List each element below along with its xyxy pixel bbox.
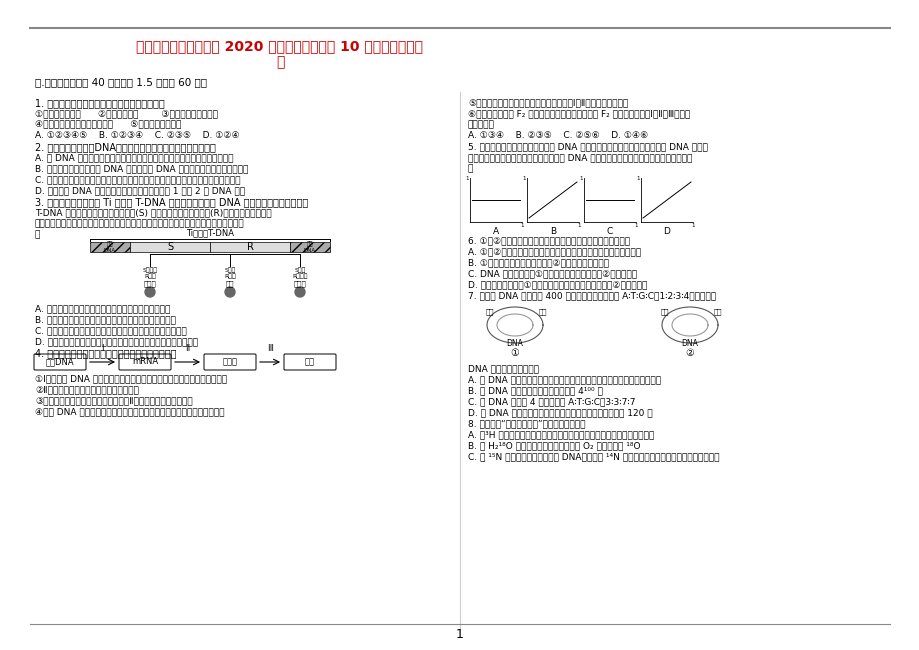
Text: ①: ① xyxy=(510,348,519,358)
Text: 植物
DNA: 植物 DNA xyxy=(104,241,116,253)
Bar xyxy=(210,242,289,252)
Text: C: C xyxy=(607,227,612,236)
Text: Ti质粒的T-DNA: Ti质粒的T-DNA xyxy=(186,228,233,237)
Text: DNA: DNA xyxy=(506,339,523,348)
Text: 8. 以下关于“同位素标记法”的说法，正确的是: 8. 以下关于“同位素标记法”的说法，正确的是 xyxy=(468,419,584,428)
Text: 题: 题 xyxy=(276,55,284,69)
Text: B. 用 H₂¹⁸O 浇灌植物一段时间后，可在 O₂ 中可检测到 ¹⁸O: B. 用 H₂¹⁸O 浇灌植物一段时间后，可在 O₂ 中可检测到 ¹⁸O xyxy=(468,441,640,450)
Text: 起点: 起点 xyxy=(539,309,547,315)
Text: 1: 1 xyxy=(579,176,583,181)
Text: B. 消除肿瘤组织中的土壤农杆菌后，肿瘤不再生长与分化: B. 消除肿瘤组织中的土壤农杆菌后，肿瘤不再生长与分化 xyxy=(35,315,176,324)
Text: T-DNA 中含有植物生长素合成酶基因(S) 和细胞分裂素合成酶基因(R)，它们的表达与否能: T-DNA 中含有植物生长素合成酶基因(S) 和细胞分裂素合成酶基因(R)，它们… xyxy=(35,208,271,217)
Text: Ⅱ: Ⅱ xyxy=(185,344,189,353)
FancyBboxPatch shape xyxy=(284,354,335,370)
FancyBboxPatch shape xyxy=(119,354,171,370)
Text: 1: 1 xyxy=(519,223,523,228)
Circle shape xyxy=(295,287,305,297)
Text: A: A xyxy=(493,227,498,236)
Text: 起点: 起点 xyxy=(713,309,721,315)
Text: S表达
R不表达: S表达 R不表达 xyxy=(292,267,308,279)
FancyBboxPatch shape xyxy=(34,354,85,370)
Text: DNA: DNA xyxy=(681,339,698,348)
Text: 性状: 性状 xyxy=(305,358,314,367)
Bar xyxy=(130,242,210,252)
Text: ③豌豆的圆粒和皱粒出现的根本原因是Ⅱ过程中合成的蛋白质不同: ③豌豆的圆粒和皱粒出现的根本原因是Ⅱ过程中合成的蛋白质不同 xyxy=(35,396,192,405)
Text: D: D xyxy=(663,227,670,236)
Text: 植物
DNA: 植物 DNA xyxy=(303,241,316,253)
Text: 生芽癌: 生芽癌 xyxy=(143,280,156,287)
Text: R: R xyxy=(246,242,253,252)
Text: 7. 某双链 DNA 分子含有 400 个碱基，其中一条链上 A∶T∶G∶C＝1∶2∶3∶4，则有关该: 7. 某双链 DNA 分子含有 400 个碱基，其中一条链上 A∶T∶G∶C＝1… xyxy=(468,291,715,300)
Text: C. 用 ¹⁵N 标记某精原细胞的全部 DNA，放入含 ¹⁴N 的培养液中让其完成一次减数分裂，则形: C. 用 ¹⁵N 标记某精原细胞的全部 DNA，放入含 ¹⁴N 的培养液中让其完… xyxy=(468,452,719,461)
Text: D. 染色体是 DNA 的主要载体，一条染色体上含有 1 个或 2 个 DNA 分子: D. 染色体是 DNA 的主要载体，一条染色体上含有 1 个或 2 个 DNA … xyxy=(35,186,244,195)
Text: 一.单项选择题（共 40 题，每题 1.5 分，共 60 分）: 一.单项选择题（共 40 题，每题 1.5 分，共 60 分） xyxy=(35,77,207,87)
Text: ④某段 DNA 中的基因发生突变一定会导致该基因所在种群基因频率的改变: ④某段 DNA 中的基因发生突变一定会导致该基因所在种群基因频率的改变 xyxy=(35,407,224,416)
Text: ①基因的选择表达      ②丙酮酸的分解        ③同源染色体联会配对: ①基因的选择表达 ②丙酮酸的分解 ③同源染色体联会配对 xyxy=(35,109,218,118)
Circle shape xyxy=(145,287,154,297)
Text: Ⅲ: Ⅲ xyxy=(267,344,273,353)
Bar xyxy=(289,242,330,252)
FancyBboxPatch shape xyxy=(204,354,255,370)
Text: 蛋白质: 蛋白质 xyxy=(222,358,237,367)
Text: A. 在 DNA 分子结构中，与脱氧核糖直接相连的一般是一个磷酸基和一个碱基: A. 在 DNA 分子结构中，与脱氧核糖直接相连的一般是一个磷酸基和一个碱基 xyxy=(35,153,233,162)
Text: 某段DNA: 某段DNA xyxy=(46,358,74,367)
Text: C. 图中肿瘤组织可在不含细胞分裂素与生长素的培养基中生长: C. 图中肿瘤组织可在不含细胞分裂素与生长素的培养基中生长 xyxy=(35,326,187,335)
Text: B: B xyxy=(550,227,555,236)
Text: A. ①、②所示过程通过半保留方式进行，合成的产物是双链核酸分子: A. ①、②所示过程通过半保留方式进行，合成的产物是双链核酸分子 xyxy=(468,247,641,256)
Text: C. 该 DNA 分子中 4 种含氮碱基 A∶T∶G∶C＝3∶3∶7∶7: C. 该 DNA 分子中 4 种含氮碱基 A∶T∶G∶C＝3∶3∶7∶7 xyxy=(468,397,635,406)
Text: S表达
R表达: S表达 R表达 xyxy=(224,267,235,279)
Text: S不表达
R表达: S不表达 R表达 xyxy=(142,267,157,279)
Text: 1. 大豆种子萌发过程，会发生下列生理活动中的: 1. 大豆种子萌发过程，会发生下列生理活动中的 xyxy=(35,98,165,108)
Text: D. 一个细胞周期中，①所示过程在每个起点只起始一次，②可起始多次: D. 一个细胞周期中，①所示过程在每个起点只起始一次，②可起始多次 xyxy=(468,280,647,289)
Text: B. 基因是具有遗传效应的 DNA 片段，一个 DNA 分子上可含有成百上千个基因: B. 基因是具有遗传效应的 DNA 片段，一个 DNA 分子上可含有成百上千个基… xyxy=(35,164,248,173)
Text: ④蛋白质的水解和氨基酸的缩合      ⑤氧气的产生与消耗: ④蛋白质的水解和氨基酸的缩合 ⑤氧气的产生与消耗 xyxy=(35,120,181,129)
Text: 影响相应植物激素的含量，进而调节肿瘤组织的生长与分化，据图分析，下列叙述错误的: 影响相应植物激素的含量，进而调节肿瘤组织的生长与分化，据图分析，下列叙述错误的 xyxy=(35,219,244,228)
Text: S: S xyxy=(166,242,173,252)
Text: 是: 是 xyxy=(468,164,473,173)
Text: 5. 某研究小组测定了多个不同双链 DNA 分子的碱基组成，据测定结果绘制了 DNA 分子的: 5. 某研究小组测定了多个不同双链 DNA 分子的碱基组成，据测定结果绘制了 D… xyxy=(468,142,707,151)
Text: ①Ⅰ过程需要 DNA 链作模板，四种核糖核苷酸为原料，葡萄糖为其直接供能: ①Ⅰ过程需要 DNA 链作模板，四种核糖核苷酸为原料，葡萄糖为其直接供能 xyxy=(35,374,227,383)
Text: 才表现出来: 才表现出来 xyxy=(468,120,494,129)
Text: D. 该 DNA 分子连续复制两次，需要游离的脱氧核糖核苷酸 120 个: D. 该 DNA 分子连续复制两次，需要游离的脱氧核糖核苷酸 120 个 xyxy=(468,408,652,417)
Text: A. 用³H 标记的尿苷提供给植物，一段时间后，只有分生区可检测到放射性: A. 用³H 标记的尿苷提供给植物，一段时间后，只有分生区可检测到放射性 xyxy=(468,430,653,439)
Text: DNA 分子的叙述错误的是: DNA 分子的叙述错误的是 xyxy=(468,364,539,373)
Text: 1: 1 xyxy=(576,223,580,228)
Text: 起点: 起点 xyxy=(485,309,494,315)
Text: 6. ①、②图示核细胞内两种物质的合成过程，下列叙述正确的是: 6. ①、②图示核细胞内两种物质的合成过程，下列叙述正确的是 xyxy=(468,236,630,245)
Text: 1: 1 xyxy=(522,176,526,181)
Text: 4. 下图表示基因决定性状的过程，下列分析正确的是: 4. 下图表示基因决定性状的过程，下列分析正确的是 xyxy=(35,348,176,358)
Text: 2. 下列有关染色体、DNA、基因、脱氧核苷酸的说法，不正确的: 2. 下列有关染色体、DNA、基因、脱氧核苷酸的说法，不正确的 xyxy=(35,142,216,152)
Text: 1: 1 xyxy=(633,223,637,228)
Text: 山西省太原市第五中学 2020 届高三生物上学期 10 月阶段性检测试: 山西省太原市第五中学 2020 届高三生物上学期 10 月阶段性检测试 xyxy=(136,39,423,53)
Text: 是: 是 xyxy=(35,230,40,239)
Text: mRNA: mRNA xyxy=(131,358,158,367)
Text: ②Ⅱ过程可以表示酸氨酸和人类肤色的关系: ②Ⅱ过程可以表示酸氨酸和人类肤色的关系 xyxy=(35,385,139,394)
Text: 1: 1 xyxy=(636,176,640,181)
Text: B. 该 DNA 分子中的碱基排列方式少于 4¹⁰⁰ 种: B. 该 DNA 分子中的碱基排列方式少于 4¹⁰⁰ 种 xyxy=(468,386,602,395)
Text: 1: 1 xyxy=(465,176,469,181)
Text: A. ①②③④⑤    B. ①②③④    C. ②③⑤    D. ①②④: A. ①②③④⑤ B. ①②③④ C. ②③⑤ D. ①②④ xyxy=(35,131,239,140)
Text: C. 一个基因含有许多个脱氧核苷酸，基因的特异性是由脱氧核苷酸的排列顺序决定的: C. 一个基因含有许多个脱氧核苷酸，基因的特异性是由脱氧核苷酸的排列顺序决定的 xyxy=(35,175,240,184)
Text: B. ①所示过程在细胞核内进行，②在细胞质基质中进行: B. ①所示过程在细胞核内进行，②在细胞质基质中进行 xyxy=(468,258,608,267)
Text: 肿瘤: 肿瘤 xyxy=(225,280,234,287)
Text: 起点: 起点 xyxy=(660,309,668,315)
Text: D. 基因通过控制酶的合成控制代谢，进而控制肿瘤组织生长与分化: D. 基因通过控制酶的合成控制代谢，进而控制肿瘤组织生长与分化 xyxy=(35,337,198,346)
Text: A. 当细胞分裂素与生长素的比值升高时，诱发肿瘤生芽: A. 当细胞分裂素与生长素的比值升高时，诱发肿瘤生芽 xyxy=(35,304,170,313)
Bar xyxy=(90,242,130,252)
Text: Ⅰ: Ⅰ xyxy=(101,344,104,353)
Text: ②: ② xyxy=(685,348,694,358)
Text: 一条单链与其互补链，一条单链与其所在 DNA 分子中碱基数目比值的关系图，下列正确的: 一条单链与其互补链，一条单链与其所在 DNA 分子中碱基数目比值的关系图，下列正… xyxy=(468,153,692,162)
Text: A. ①③④    B. ②③⑤    C. ②⑤⑥    D. ①④⑥: A. ①③④ B. ②③⑤ C. ②⑤⑥ D. ①④⑥ xyxy=(468,131,648,140)
Text: 3. 土壤农杆菌能将自身 Ti 质粒的 T-DNA 整合到植物染色体 DNA 上，诱发植物形成肿瘤。: 3. 土壤农杆菌能将自身 Ti 质粒的 T-DNA 整合到植物染色体 DNA 上… xyxy=(35,197,308,207)
Text: 生根癌: 生根癌 xyxy=(293,280,306,287)
Text: 1: 1 xyxy=(690,223,694,228)
Text: ⑥杂交育种一般从 F₂ 开始选择，是由于重组性状在 F₂ 个体发育中，经Ⅰ、Ⅱ、Ⅲ过程后: ⑥杂交育种一般从 F₂ 开始选择，是由于重组性状在 F₂ 个体发育中，经Ⅰ、Ⅱ、… xyxy=(468,109,689,118)
Text: ⑤与二倍体植株相比，其多倍体植株细胞内Ⅰ与Ⅱ的过程一般更旺盛: ⑤与二倍体植株相比，其多倍体植株细胞内Ⅰ与Ⅱ的过程一般更旺盛 xyxy=(468,98,628,107)
Circle shape xyxy=(225,287,234,297)
Text: C. DNA 分子解旋时，①所示过程不需要解旋酶，②需要解旋酶: C. DNA 分子解旋时，①所示过程不需要解旋酶，②需要解旋酶 xyxy=(468,269,637,278)
Text: 1: 1 xyxy=(456,627,463,640)
Text: A. 该 DNA 分子的一个碱基改变，不一定会引起所指导合成的蛋白质的改变: A. 该 DNA 分子的一个碱基改变，不一定会引起所指导合成的蛋白质的改变 xyxy=(468,375,661,384)
